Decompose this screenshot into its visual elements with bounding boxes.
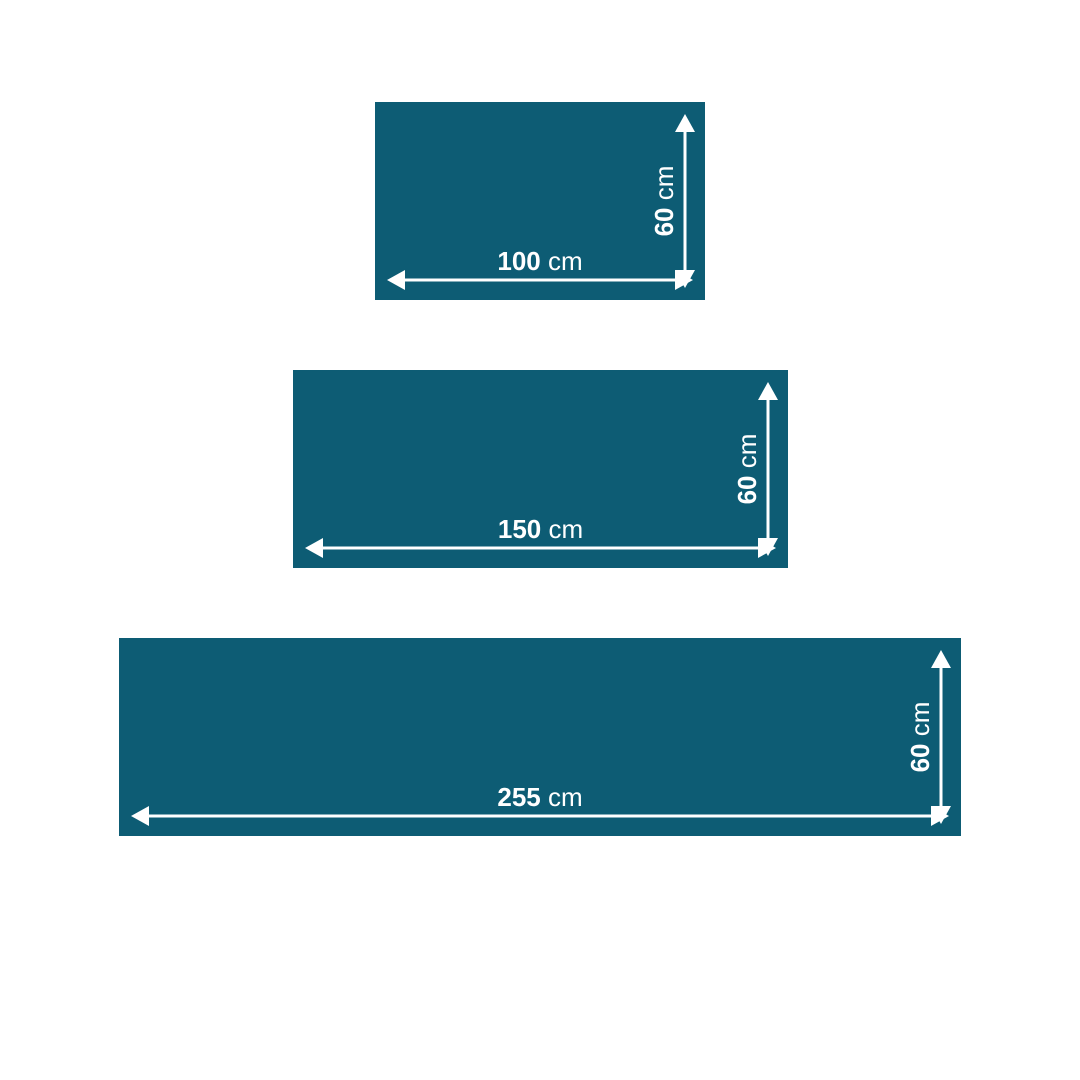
height-value: 60 xyxy=(732,475,762,504)
size-diagram: 100 cm 60 cm 150 cm 60 cm xyxy=(0,0,1080,1080)
size-panel-large: 255 cm 60 cm xyxy=(119,638,961,836)
size-panel-small: 100 cm 60 cm xyxy=(375,102,705,300)
width-unit: cm xyxy=(541,514,583,544)
height-value: 60 xyxy=(649,207,679,236)
height-unit: cm xyxy=(905,702,935,744)
width-label: 255 cm xyxy=(497,782,582,812)
height-label: 60 cm xyxy=(649,166,679,237)
height-unit: cm xyxy=(732,434,762,476)
height-label: 60 cm xyxy=(732,434,762,505)
height-label: 60 cm xyxy=(905,702,935,773)
width-label: 150 cm xyxy=(498,514,583,544)
width-unit: cm xyxy=(541,246,583,276)
height-value: 60 xyxy=(905,743,935,772)
width-value: 100 xyxy=(497,246,540,276)
size-panel-medium: 150 cm 60 cm xyxy=(293,370,788,568)
width-label: 100 cm xyxy=(497,246,582,276)
height-unit: cm xyxy=(649,166,679,208)
width-unit: cm xyxy=(541,782,583,812)
width-value: 255 xyxy=(497,782,540,812)
width-value: 150 xyxy=(498,514,541,544)
